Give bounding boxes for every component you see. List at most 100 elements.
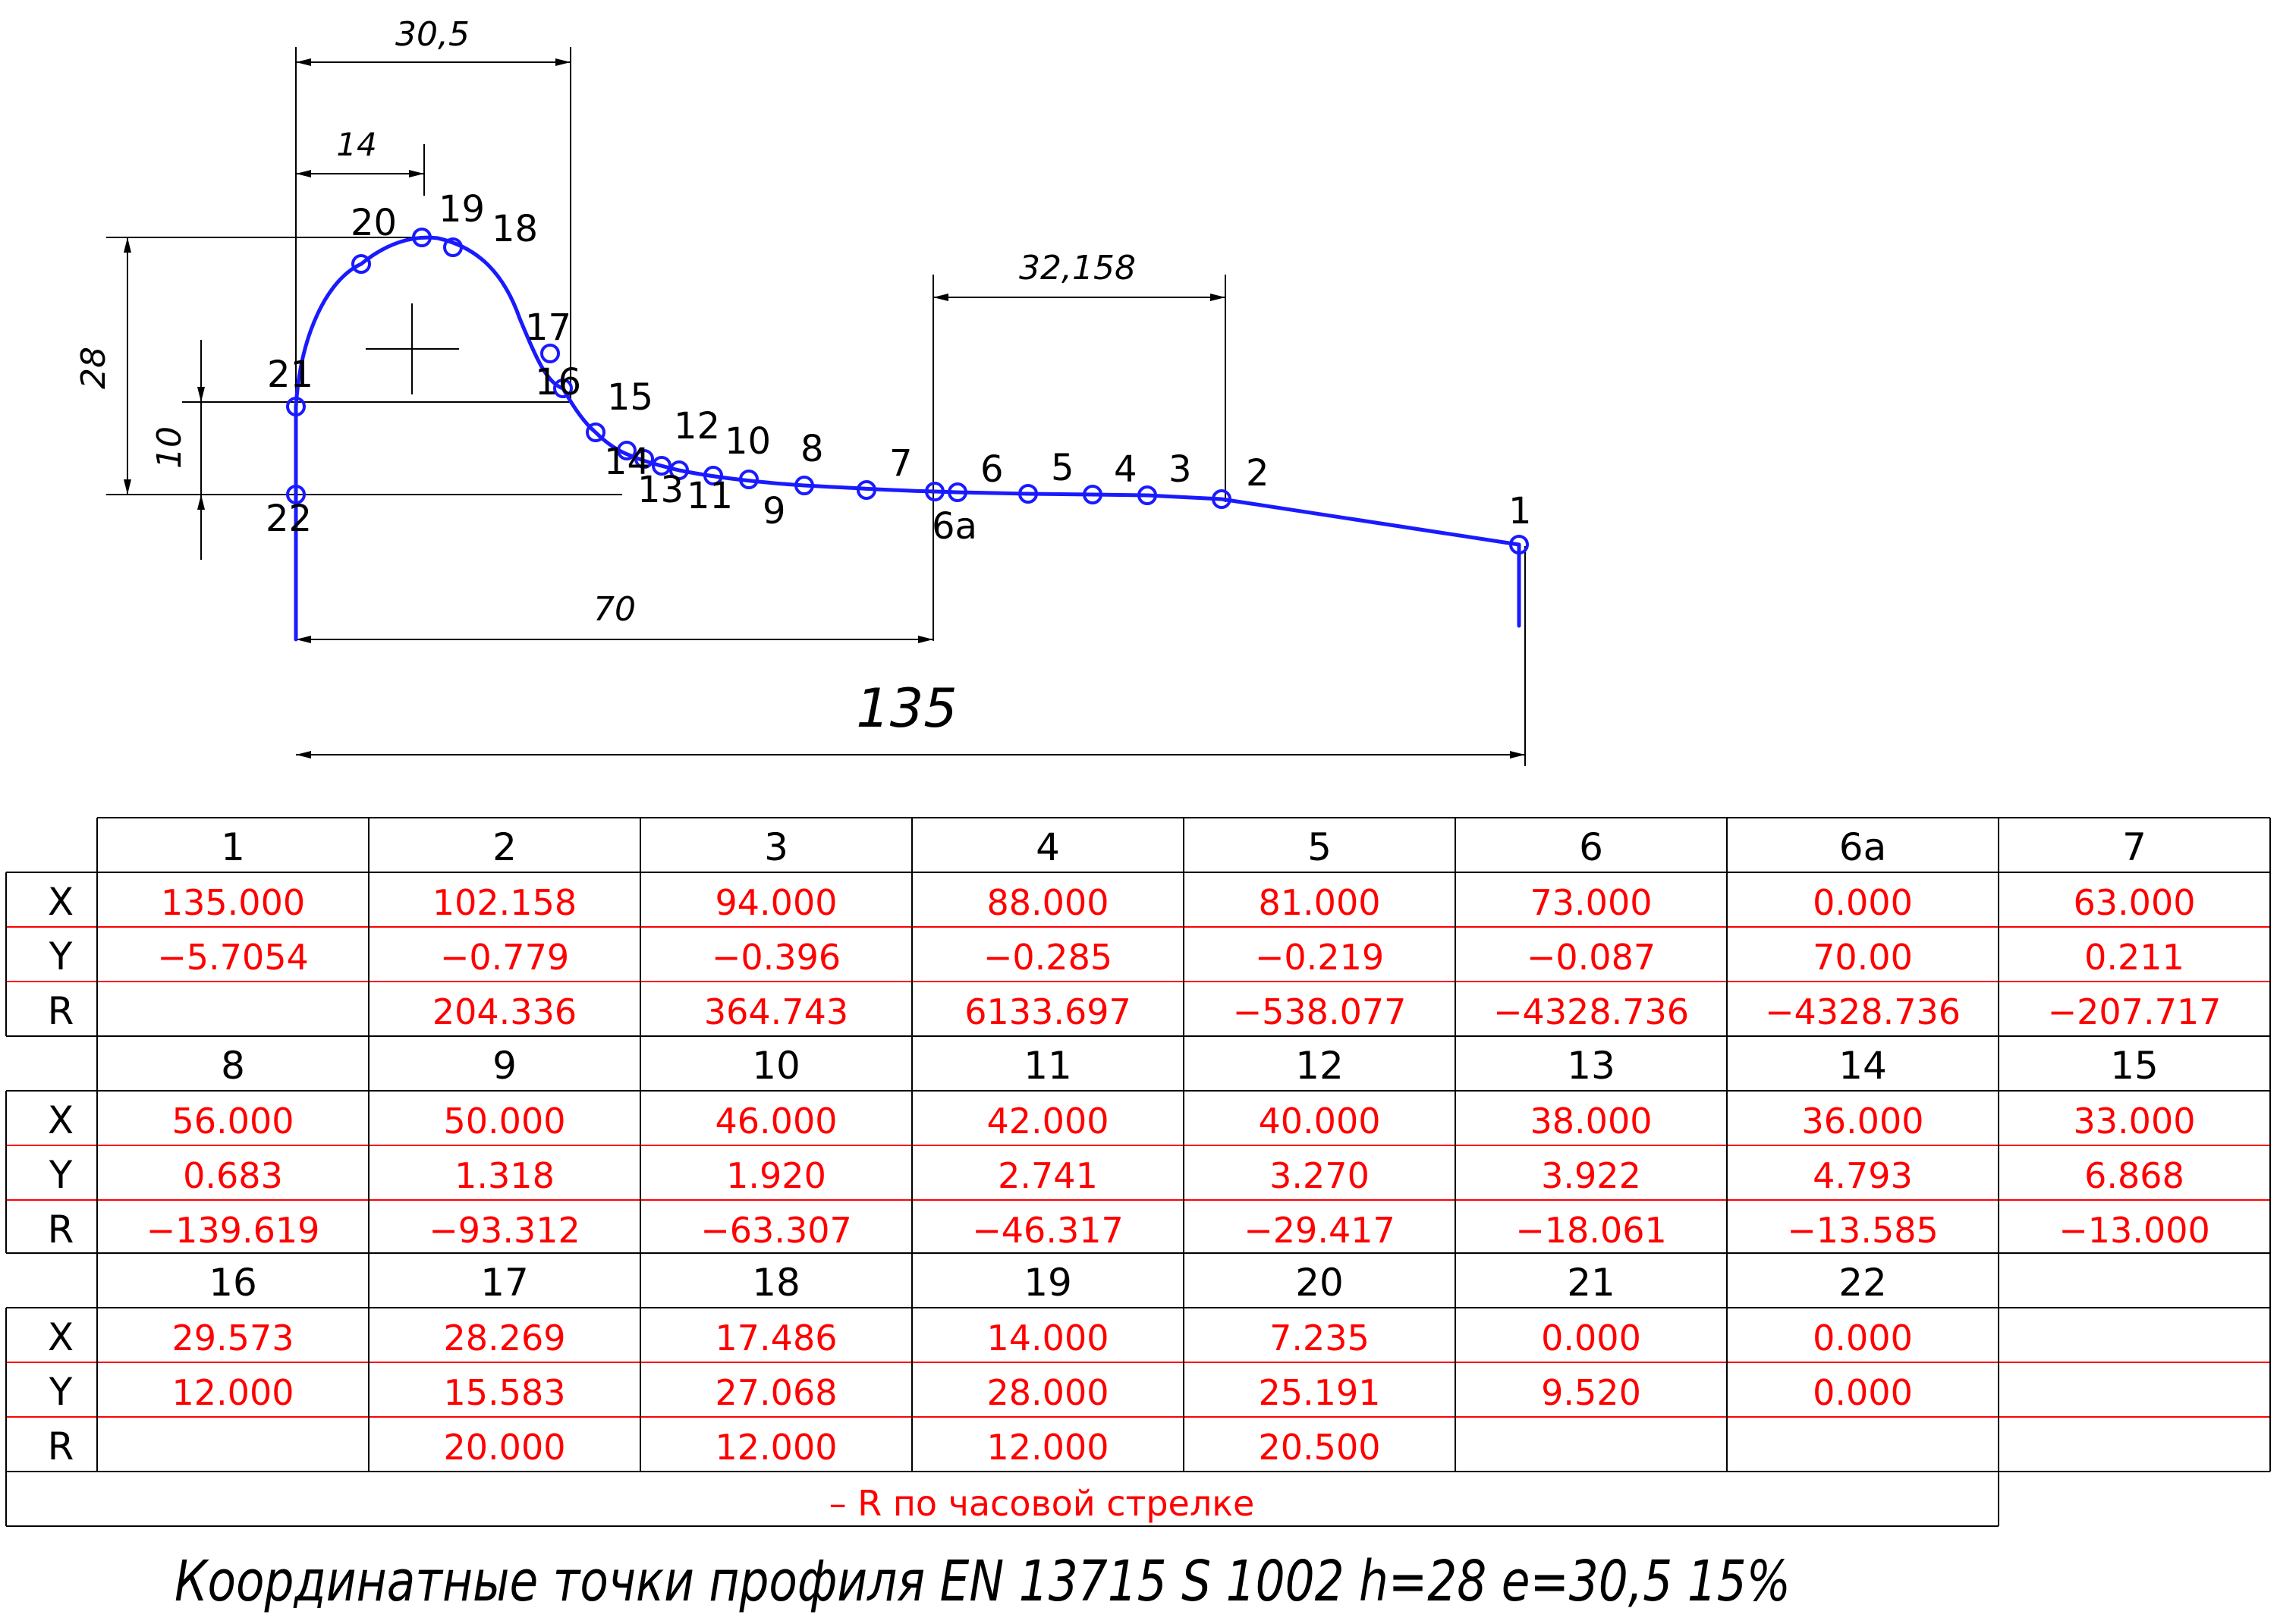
dimension-texts: 30,5 14 32,158 70 135 28 10 <box>74 15 1136 740</box>
point-y-value: 0.211 <box>2084 937 2184 978</box>
profile-point-label: 6 <box>980 448 1004 491</box>
point-header: 8 <box>221 1044 245 1088</box>
point-header: 2 <box>492 825 517 869</box>
profile-point-marker <box>286 397 306 416</box>
row-label: R <box>48 989 74 1033</box>
point-y-value: −0.087 <box>1527 937 1656 978</box>
point-x-value: 14.000 <box>987 1318 1109 1359</box>
point-r-value: −13.000 <box>2058 1210 2210 1251</box>
point-x-value: 94.000 <box>715 882 838 923</box>
point-x-value: 17.486 <box>715 1318 838 1359</box>
profile-point-label: 15 <box>607 376 653 419</box>
profile-curve <box>294 235 1521 642</box>
point-x-value: 0.000 <box>1541 1318 1641 1359</box>
profile-point-marker <box>443 237 463 257</box>
table-grid <box>5 817 2271 1527</box>
point-header: 6 <box>1579 825 1603 869</box>
point-r-value: −13.585 <box>1787 1210 1939 1251</box>
point-x-value: 7.235 <box>1269 1318 1370 1359</box>
point-header: 20 <box>1295 1261 1344 1305</box>
point-r-value: 364.743 <box>704 991 848 1032</box>
point-y-value: 28.000 <box>987 1372 1109 1413</box>
row-label: X <box>48 1315 74 1359</box>
profile-point-marker <box>948 482 967 502</box>
point-header: 19 <box>1024 1261 1072 1305</box>
point-r-value: −4328.736 <box>1493 991 1689 1032</box>
point-y-value: 9.520 <box>1541 1372 1641 1413</box>
profile-markers <box>286 228 1529 554</box>
profile-point-label: 10 <box>725 420 771 463</box>
point-r-value: 20.000 <box>444 1427 566 1468</box>
profile-point-label: 19 <box>439 188 485 231</box>
point-y-value: −0.779 <box>440 937 569 978</box>
dim-28: 28 <box>74 347 113 389</box>
profile-point-marker <box>669 460 689 480</box>
point-header: 3 <box>764 825 788 869</box>
point-y-value: 3.270 <box>1269 1155 1370 1196</box>
profile-point-marker <box>1083 485 1102 504</box>
point-x-value: 0.000 <box>1813 882 1913 923</box>
point-x-value: 81.000 <box>1259 882 1381 923</box>
dim-70: 70 <box>593 590 636 629</box>
point-x-value: 102.158 <box>432 882 577 923</box>
profile-point-label: 16 <box>535 361 581 404</box>
point-header: 18 <box>752 1261 800 1305</box>
point-y-value: 2.741 <box>998 1155 1098 1196</box>
point-y-value: 4.793 <box>1813 1155 1913 1196</box>
profile-point-marker <box>794 476 814 495</box>
dim-135: 135 <box>856 677 958 740</box>
point-r-value: −93.312 <box>429 1210 580 1251</box>
profile-point-label: 6а <box>932 505 977 548</box>
row-label: Y <box>49 935 73 978</box>
point-r-value: −63.307 <box>700 1210 852 1251</box>
profile-point-marker <box>586 422 605 442</box>
point-x-value: 36.000 <box>1802 1101 1924 1142</box>
point-x-value: 56.000 <box>172 1101 294 1142</box>
radius-note: – R по часовой стрелке <box>829 1483 1255 1524</box>
profile-point-marker <box>703 466 723 485</box>
row-label: Y <box>49 1153 73 1197</box>
row-label: X <box>48 1098 74 1142</box>
profile-drawing: 30,5 14 32,158 70 135 28 10 1234566а7891… <box>74 15 1532 766</box>
point-r-value: −4328.736 <box>1765 991 1961 1032</box>
point-r-value: 20.500 <box>1259 1427 1381 1468</box>
point-y-value: −0.219 <box>1255 937 1384 978</box>
point-y-value: −0.285 <box>983 937 1112 978</box>
profile-point-label: 18 <box>492 208 538 250</box>
point-y-value: 1.318 <box>454 1155 555 1196</box>
profile-point-label: 17 <box>525 306 571 349</box>
profile-point-label: 11 <box>687 475 733 517</box>
profile-point-marker <box>540 344 560 363</box>
profile-point-label: 12 <box>674 405 720 448</box>
profile-point-label: 20 <box>351 202 397 244</box>
point-y-value: 15.583 <box>444 1372 566 1413</box>
point-header: 21 <box>1567 1261 1615 1305</box>
profile-point-marker <box>617 441 637 460</box>
profile-point-marker <box>1212 489 1231 509</box>
point-x-value: 73.000 <box>1530 882 1653 923</box>
table-text: XYR1135.000−5.70542102.158−0.779204.3363… <box>48 825 2222 1469</box>
profile-point-label: 5 <box>1051 447 1074 489</box>
point-r-value: 6133.697 <box>964 991 1131 1032</box>
point-header: 16 <box>209 1261 257 1305</box>
point-r-value: 204.336 <box>432 991 577 1032</box>
point-r-value: 12.000 <box>987 1427 1109 1468</box>
profile-point-marker <box>857 480 876 500</box>
profile-point-label: 22 <box>266 498 312 540</box>
point-r-value: −538.077 <box>1233 991 1407 1032</box>
coordinates-table: XYR1135.000−5.70542102.158−0.779204.3363… <box>5 817 2271 1527</box>
dim-14: 14 <box>336 126 376 163</box>
point-header: 1 <box>221 825 245 869</box>
profile-point-label: 1 <box>1508 490 1532 532</box>
point-header: 13 <box>1567 1044 1615 1088</box>
point-y-value: 70.00 <box>1813 937 1913 978</box>
point-x-value: 88.000 <box>987 882 1109 923</box>
profile-point-label: 14 <box>604 441 650 483</box>
profile-point-marker <box>351 254 371 274</box>
extension-lines <box>106 47 1526 766</box>
point-x-value: 28.269 <box>444 1318 566 1359</box>
dim-30-5: 30,5 <box>395 15 470 54</box>
point-r-value: −18.061 <box>1515 1210 1667 1251</box>
point-header: 5 <box>1307 825 1332 869</box>
